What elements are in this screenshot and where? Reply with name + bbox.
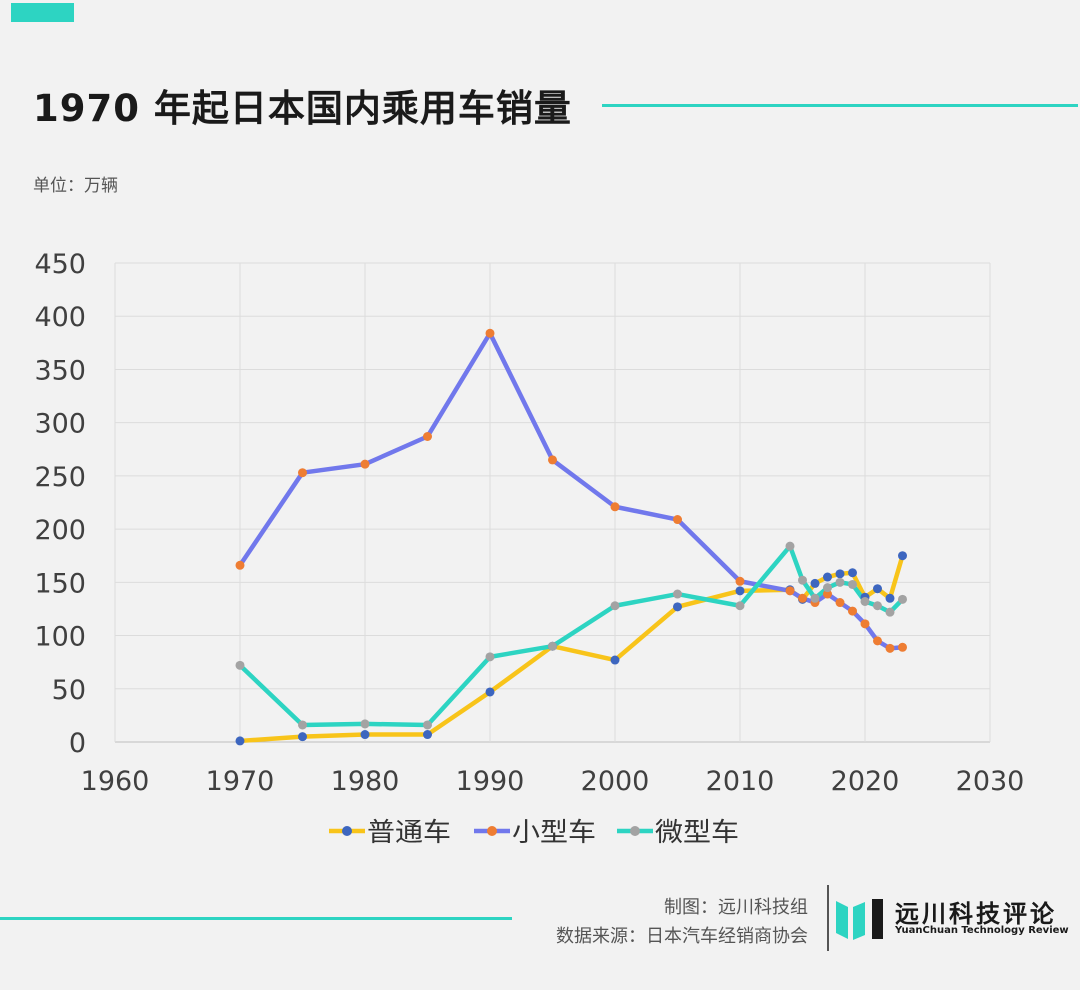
data-point	[298, 720, 307, 730]
brand-subtitle: YuanChuan Technology Review	[895, 925, 1069, 936]
data-point	[673, 589, 682, 599]
data-point	[548, 641, 557, 651]
data-point	[798, 575, 807, 585]
x-tick-label: 2020	[831, 766, 900, 797]
data-point	[823, 572, 832, 582]
data-point	[873, 601, 882, 611]
brand-name: 远川科技评论	[895, 900, 1057, 928]
data-point	[835, 569, 845, 579]
title-rule	[602, 104, 1078, 107]
data-point	[885, 593, 895, 603]
y-tick-label: 450	[34, 249, 86, 280]
data-point	[485, 652, 495, 662]
y-tick-label: 350	[34, 355, 86, 386]
data-point	[610, 655, 620, 665]
data-point	[898, 551, 907, 561]
data-point	[848, 606, 857, 616]
top-accent-tab	[11, 3, 74, 22]
data-point	[423, 720, 432, 730]
x-tick-label: 1980	[331, 766, 400, 797]
data-point	[423, 730, 432, 740]
data-point	[485, 328, 495, 338]
data-point	[548, 455, 557, 465]
data-point	[898, 642, 907, 652]
data-point	[873, 584, 882, 594]
data-point	[673, 602, 682, 612]
data-point	[835, 577, 845, 587]
data-point	[785, 541, 795, 551]
legend-swatch-marker	[487, 826, 497, 836]
data-point	[848, 579, 857, 589]
y-tick-label: 250	[34, 462, 86, 493]
data-point	[898, 594, 907, 604]
data-point	[235, 560, 245, 570]
data-point	[785, 586, 795, 596]
data-point	[235, 736, 245, 746]
x-tick-label: 2000	[581, 766, 650, 797]
y-tick-label: 400	[34, 302, 86, 333]
data-point	[298, 468, 307, 478]
y-tick-label: 100	[34, 622, 86, 653]
footer-divider	[827, 885, 829, 951]
page-title: 1970 年起日本国内乘用车销量	[33, 87, 572, 130]
data-point	[810, 578, 820, 588]
x-tick-label: 1960	[81, 766, 150, 797]
data-point	[673, 515, 682, 525]
data-point	[485, 687, 495, 697]
legend-label: 微型车	[655, 818, 739, 848]
footer-rule	[0, 917, 512, 920]
data-point	[235, 660, 245, 670]
data-point	[610, 601, 620, 611]
data-point	[610, 502, 620, 512]
x-tick-label: 2030	[956, 766, 1025, 797]
x-tick-label: 1970	[206, 766, 275, 797]
y-tick-label: 300	[34, 409, 86, 440]
data-point	[360, 730, 370, 740]
data-point	[835, 598, 845, 608]
data-point	[423, 432, 432, 442]
y-tick-label: 50	[52, 675, 86, 706]
data-point	[885, 643, 895, 653]
legend-label: 普通车	[367, 818, 451, 848]
line-chart: 0 50 100 150 200 250 300 350 400 450 1960 1970 1980 1…	[34, 249, 1025, 848]
data-point	[735, 601, 745, 611]
data-point	[810, 593, 820, 603]
data-point	[823, 589, 832, 599]
data-point	[798, 593, 807, 603]
data-point	[298, 732, 307, 742]
y-tick-label: 0	[69, 728, 86, 759]
legend-swatch-marker	[630, 826, 640, 836]
brand-logo-icon	[836, 899, 883, 940]
data-point	[735, 576, 745, 586]
data-point	[360, 719, 370, 729]
unit-label: 单位：万辆	[33, 176, 118, 196]
y-tick-label: 150	[34, 568, 86, 599]
legend-swatch-marker	[342, 826, 352, 836]
y-tick-label: 200	[34, 515, 86, 546]
x-tick-label: 2010	[706, 766, 775, 797]
data-point	[848, 568, 857, 578]
data-point	[360, 459, 370, 469]
legend-label: 小型车	[512, 818, 596, 848]
credit-source: 数据来源：日本汽车经销商协会	[556, 926, 808, 947]
credit-author: 制图：远川科技组	[664, 897, 808, 918]
data-point	[823, 583, 832, 593]
data-point	[860, 596, 870, 606]
data-point	[735, 586, 745, 596]
data-point	[860, 619, 870, 629]
data-point	[873, 636, 882, 646]
x-tick-label: 1990	[456, 766, 525, 797]
data-point	[885, 607, 895, 617]
